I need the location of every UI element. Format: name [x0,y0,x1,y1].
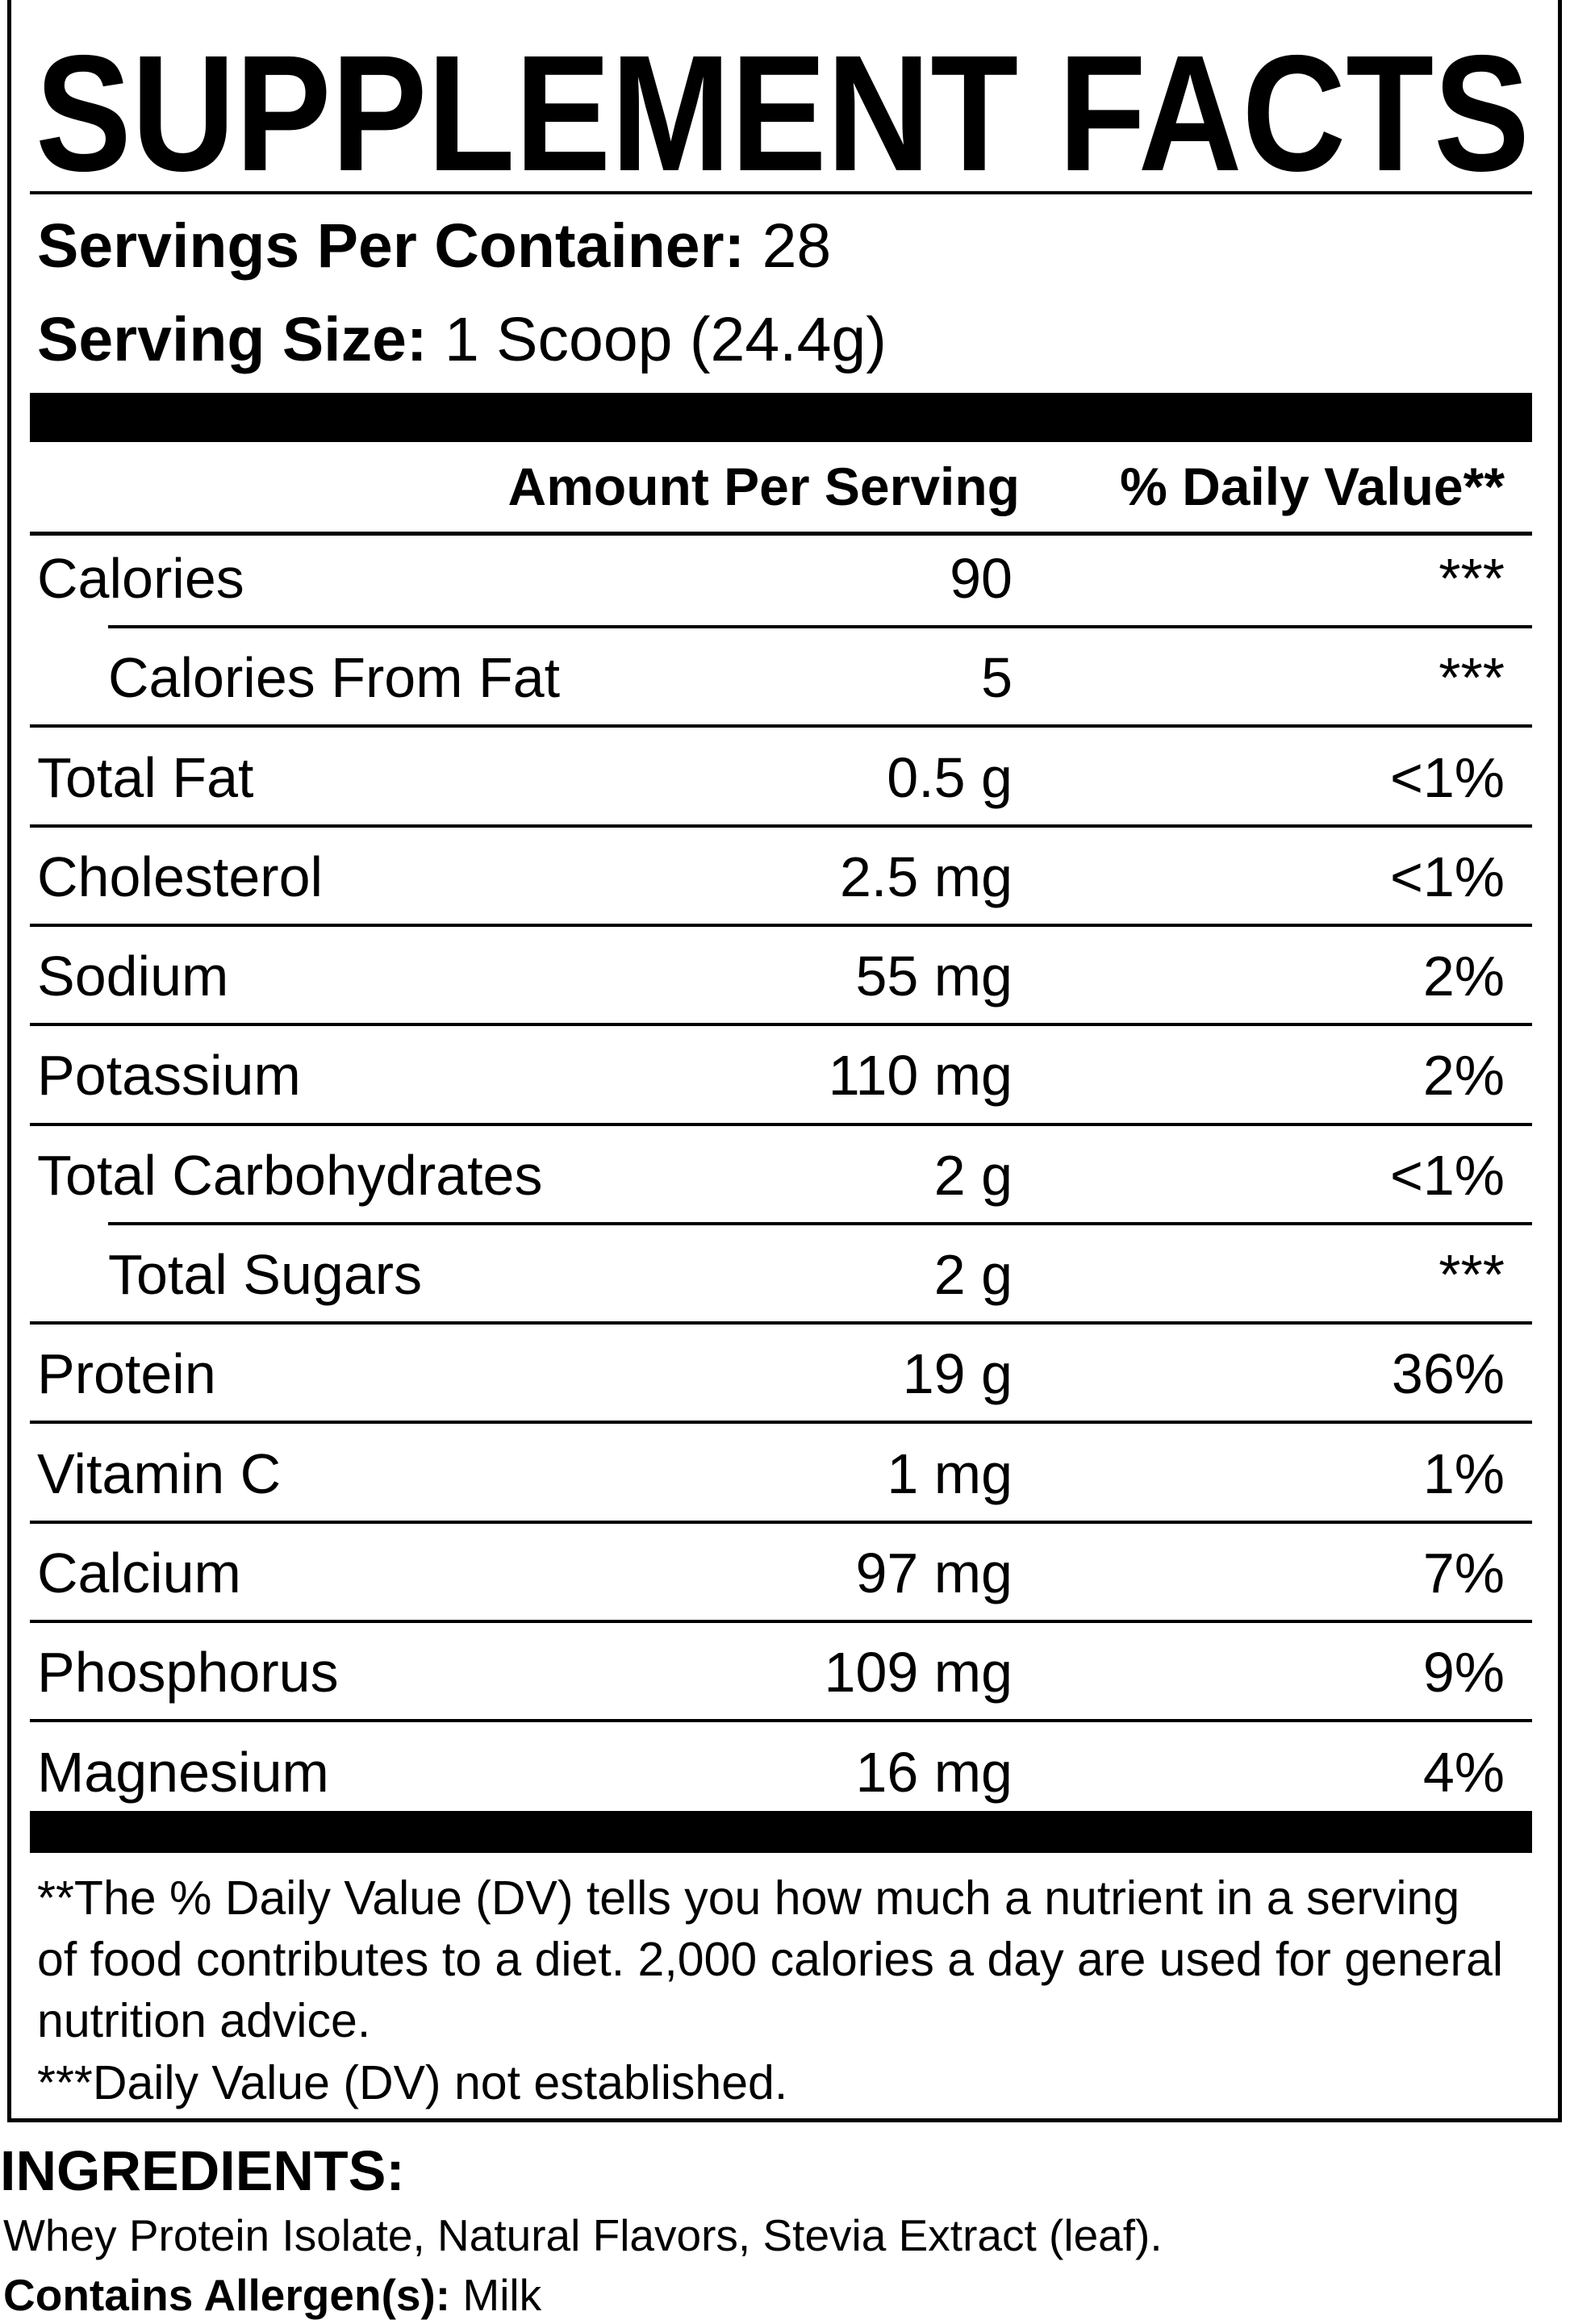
nutrient-amount: 110 mg [828,1044,1013,1108]
row-rule [30,1122,1532,1126]
nutrient-name: Total Sugars [108,1243,423,1306]
title: SUPPLEMENT FACTS [35,21,1530,194]
nutrient-dv: <1% [1389,1143,1505,1207]
nutrient-amount: 55 mg [855,945,1013,1008]
ingredients-text: Whey Protein Isolate, Natural Flavors, S… [3,2210,1163,2260]
nutrient-amount: 0.5 g [887,745,1013,809]
row-rule [30,1719,1532,1723]
title-area: SUPPLEMENT FACTS [35,21,1530,194]
allergen-label: Contains Allergen(s): [3,2270,451,2320]
row-rule [30,1520,1532,1524]
header-rule [30,532,1532,536]
row-rule [108,625,1532,628]
nutrient-name: Total Fat [37,745,254,809]
nutrient-dv: 9% [1422,1641,1505,1704]
footnote: **The % Daily Value (DV) tells you how m… [37,1871,1504,2047]
footnote: ***Daily Value (DV) not established. [37,2056,788,2109]
nutrient-dv: 1% [1422,1442,1505,1505]
nutrient-dv: 2% [1422,945,1505,1008]
nutrient-dv: 7% [1422,1541,1505,1604]
nutrient-dv: *** [1438,646,1505,710]
nutrient-dv: 36% [1391,1342,1505,1406]
allergen-value: Milk [462,2270,542,2320]
nutrient-amount: 19 g [902,1342,1013,1406]
nutrient-name: Sodium [37,945,229,1008]
nutrient-amount: 97 mg [855,1541,1013,1604]
nutrient-name: Vitamin C [37,1442,282,1505]
nutrient-dv: *** [1438,546,1505,610]
row-rule [30,1321,1532,1325]
servings-label: Servings Per Container: [37,211,745,281]
row-rule [30,724,1532,728]
nutrient-amount: 16 mg [855,1740,1013,1804]
nutrient-name: Calories From Fat [108,646,561,710]
row-rule [30,824,1532,828]
row-rule [30,1023,1532,1027]
nutrient-amount: 109 mg [824,1641,1013,1704]
serving-size: Serving Size: 1 Scoop (24.4g) [37,309,887,371]
nutrient-name: Total Carbohydrates [37,1143,543,1207]
nutrient-name: Calories [37,546,244,610]
divider [30,191,1532,194]
nutrient-amount: 2 g [933,1243,1013,1306]
serving-size-label: Serving Size: [37,305,428,374]
facts-box [7,0,1562,2122]
nutrient-dv: <1% [1389,745,1505,809]
nutrient-dv: 2% [1422,1044,1505,1108]
nutrient-name: Cholesterol [37,845,324,908]
thick-bar [30,1811,1532,1853]
nutrient-name: Protein [37,1342,216,1406]
nutrient-amount: 2 g [933,1143,1013,1207]
nutrient-dv: 4% [1422,1740,1505,1804]
header-dv: % Daily Value** [1120,457,1505,516]
servings-value: 28 [762,211,832,281]
nutrient-name: Phosphorus [37,1641,339,1704]
servings: Servings Per Container: 28 [37,215,831,277]
row-rule [30,1620,1532,1623]
allergens: Contains Allergen(s): Milk [3,2273,541,2318]
nutrient-amount: 5 [981,646,1013,710]
thick-bar [30,393,1532,442]
nutrient-amount: 1 mg [887,1442,1013,1505]
nutrient-name: Calcium [37,1541,241,1604]
nutrient-dv: <1% [1389,845,1505,908]
row-rule [30,1421,1532,1425]
nutrient-amount: 2.5 mg [840,845,1013,908]
nutrient-name: Magnesium [37,1740,329,1804]
nutrient-name: Potassium [37,1044,301,1108]
ingredients-heading: INGREDIENTS: [0,2139,405,2202]
nutrient-amount: 90 [950,546,1013,610]
header-amount: Amount Per Serving [507,457,1020,516]
row-rule [30,923,1532,927]
nutrient-dv: *** [1438,1243,1505,1306]
serving-size-value: 1 Scoop (24.4g) [444,305,887,374]
row-rule [108,1221,1532,1225]
